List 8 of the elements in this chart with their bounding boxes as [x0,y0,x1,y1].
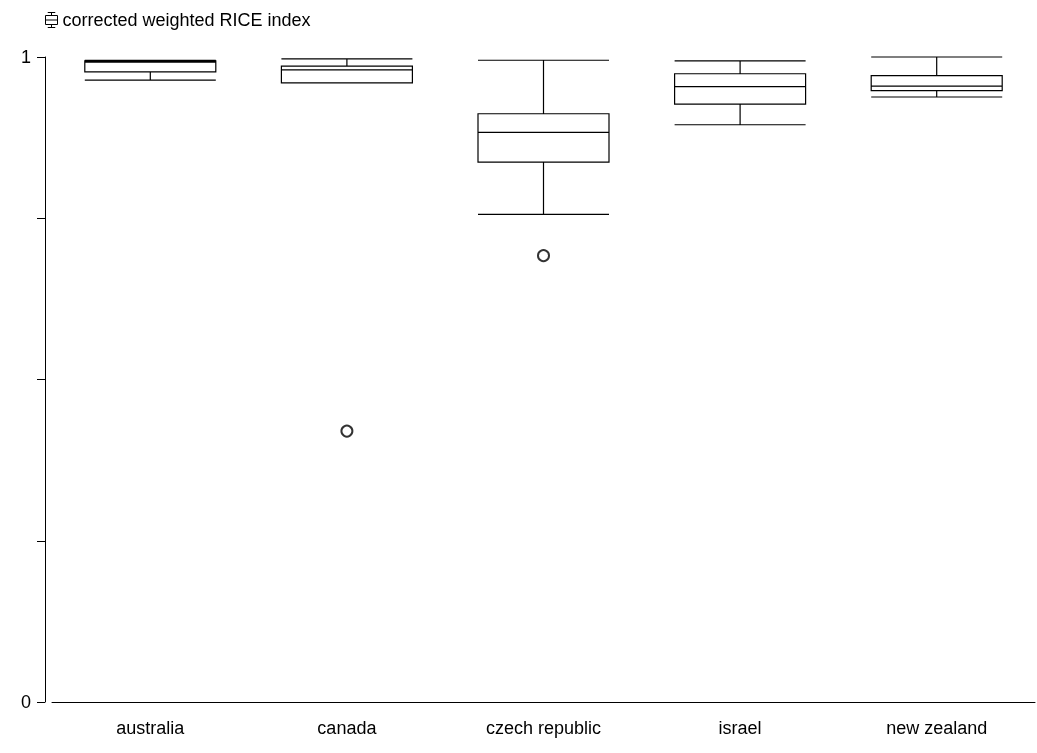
x-tick-label: canada [317,718,378,738]
x-tick-label: israel [718,718,762,738]
legend-label: corrected weighted RICE index [62,10,311,30]
y-tick-label: 1 [20,47,31,67]
x-tick-label: czech republic [485,718,602,738]
x-tick-label: australia [116,718,186,738]
y-tick-label: 0 [20,692,31,712]
x-tick-label: new zealand [886,718,988,738]
